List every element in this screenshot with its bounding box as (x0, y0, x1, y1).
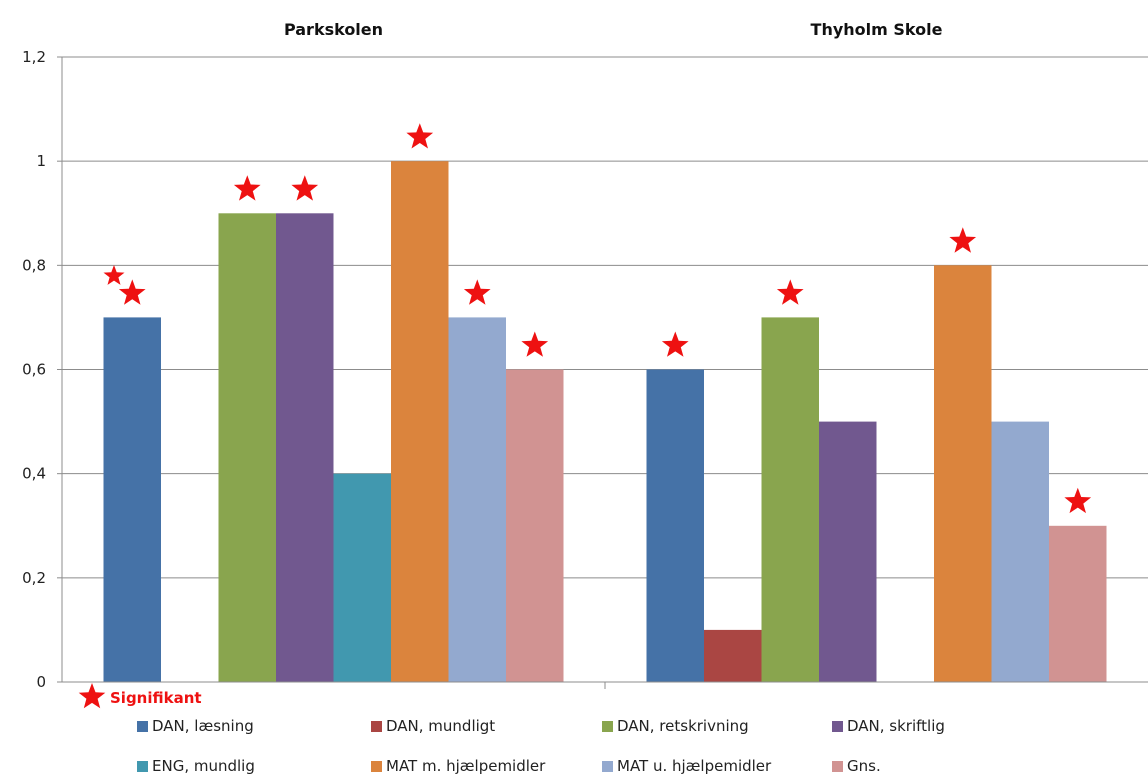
group-titles: Parkskolen Thyholm Skole (284, 20, 943, 39)
star-icon (103, 265, 125, 285)
legend-swatch (371, 721, 382, 732)
bar (991, 421, 1049, 682)
legend-label: Gns. (847, 757, 881, 775)
legend-swatch (602, 761, 613, 772)
axes (61, 57, 1148, 689)
legend-label: DAN, læsning (152, 717, 254, 735)
bar (819, 421, 877, 682)
y-axis-ticks: 0 0,2 0,4 0,6 0,8 1 1,2 (22, 48, 62, 691)
significance-stars (103, 123, 1092, 514)
legend-label: DAN, skriftlig (847, 717, 945, 735)
bar (448, 317, 506, 682)
category-title: Thyholm Skole (811, 20, 943, 39)
bar (218, 213, 276, 683)
star-icon (661, 331, 689, 357)
legend-swatch (832, 761, 843, 772)
bar (506, 369, 564, 682)
star-icon (949, 227, 977, 253)
legend-marker-label: Signifikant (110, 689, 202, 707)
legend-label: MAT u. hjælpemidler (617, 757, 772, 775)
bar (704, 629, 762, 682)
y-tick-label: 0,2 (22, 569, 46, 587)
legend-label: DAN, retskrivning (617, 717, 749, 735)
star-icon (291, 175, 319, 201)
y-tick-label: 1 (36, 152, 46, 170)
category-title: Parkskolen (284, 20, 383, 39)
legend-label: ENG, mundlig (152, 757, 255, 775)
bar (646, 369, 704, 682)
bar (276, 213, 334, 683)
legend-swatch (371, 761, 382, 772)
star-icon (118, 279, 146, 305)
star-icon (463, 279, 491, 305)
bars (103, 161, 1107, 683)
bar (333, 473, 391, 682)
bar (103, 317, 161, 682)
y-tick-label: 0,8 (22, 256, 46, 274)
star-icon (521, 331, 549, 357)
star-icon (78, 683, 106, 709)
bar (1049, 525, 1107, 683)
legend-swatch (137, 721, 148, 732)
legend-swatch (832, 721, 843, 732)
bar (934, 265, 992, 682)
star-icon (233, 175, 261, 201)
legend: Signifikant DAN, læsning DAN, mundligt DAN,… (78, 683, 945, 775)
y-tick-label: 0,4 (22, 465, 46, 483)
star-icon (406, 123, 434, 149)
bar (761, 317, 819, 682)
star-icon (1064, 487, 1092, 514)
bar (391, 161, 449, 682)
y-tick-label: 1,2 (22, 48, 46, 66)
y-tick-label: 0,6 (22, 361, 46, 379)
star-icon (776, 279, 804, 305)
legend-swatch (602, 721, 613, 732)
y-tick-label: 0 (36, 673, 46, 691)
legend-swatch (137, 761, 148, 772)
legend-label: MAT m. hjælpemidler (386, 757, 546, 775)
legend-label: DAN, mundligt (386, 717, 495, 735)
